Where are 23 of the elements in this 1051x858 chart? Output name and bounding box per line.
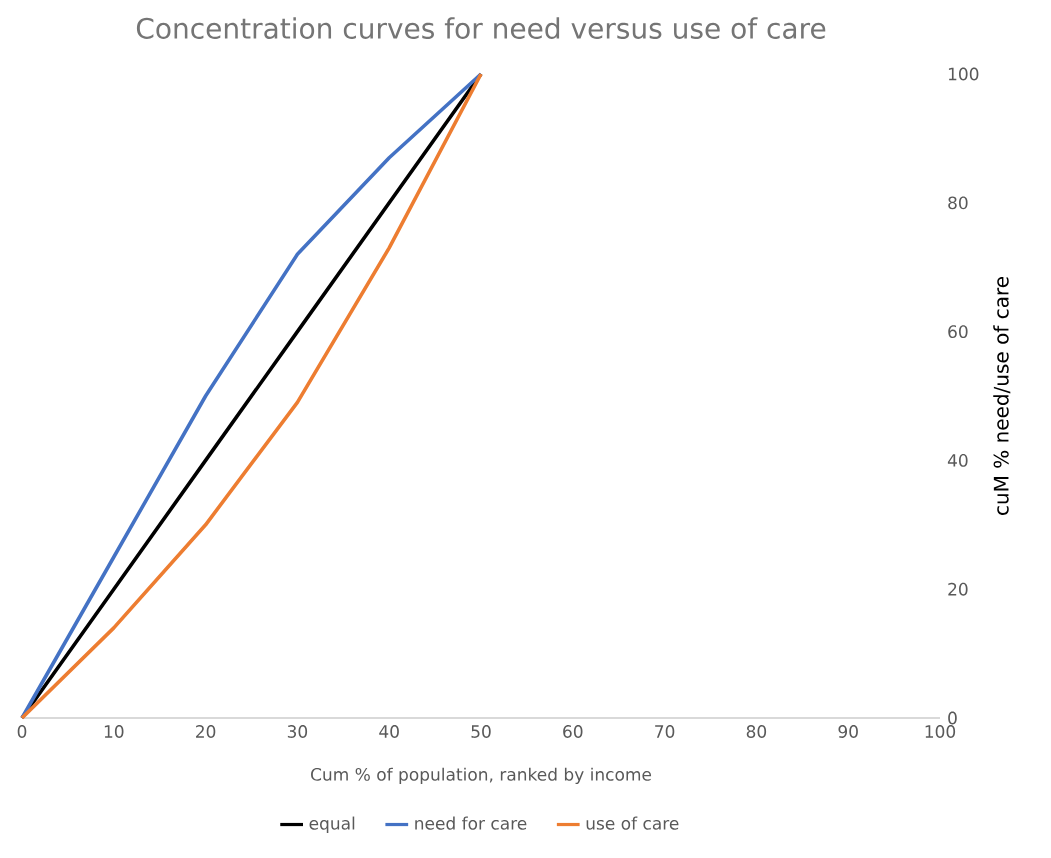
x-tick-label: 80 <box>746 725 767 738</box>
x-tick-label: 30 <box>287 725 308 738</box>
y-tick-label: 20 <box>948 582 968 596</box>
x-tick-label: 50 <box>471 725 491 738</box>
x-tick-label: 20 <box>196 725 216 738</box>
x-tick-label: 0 <box>17 725 27 738</box>
legend-label: equal <box>309 816 355 834</box>
legend-label: use of care <box>586 816 679 830</box>
chart-title: Concentration curves for need versus use of care <box>136 17 826 39</box>
x-axis-title: Cum % of population, ranked by income <box>311 767 652 785</box>
y-tick-label: 100 <box>948 67 979 81</box>
x-tick-label: 10 <box>104 725 124 738</box>
legend-label: need for care <box>415 816 527 830</box>
y-tick-label: 40 <box>947 453 968 467</box>
x-tick-label: 100 <box>925 725 956 738</box>
x-tick-label: 70 <box>655 725 675 738</box>
x-tick-label: 60 <box>563 725 583 738</box>
x-tick-label: 90 <box>838 725 858 738</box>
y-tick-label: 0 <box>948 711 957 725</box>
y-tick-label: 80 <box>948 196 968 210</box>
y-axis-title: cuM % need/use of care <box>993 276 1011 515</box>
x-tick-label: 40 <box>379 725 399 738</box>
y-tick-label: 60 <box>948 325 968 339</box>
